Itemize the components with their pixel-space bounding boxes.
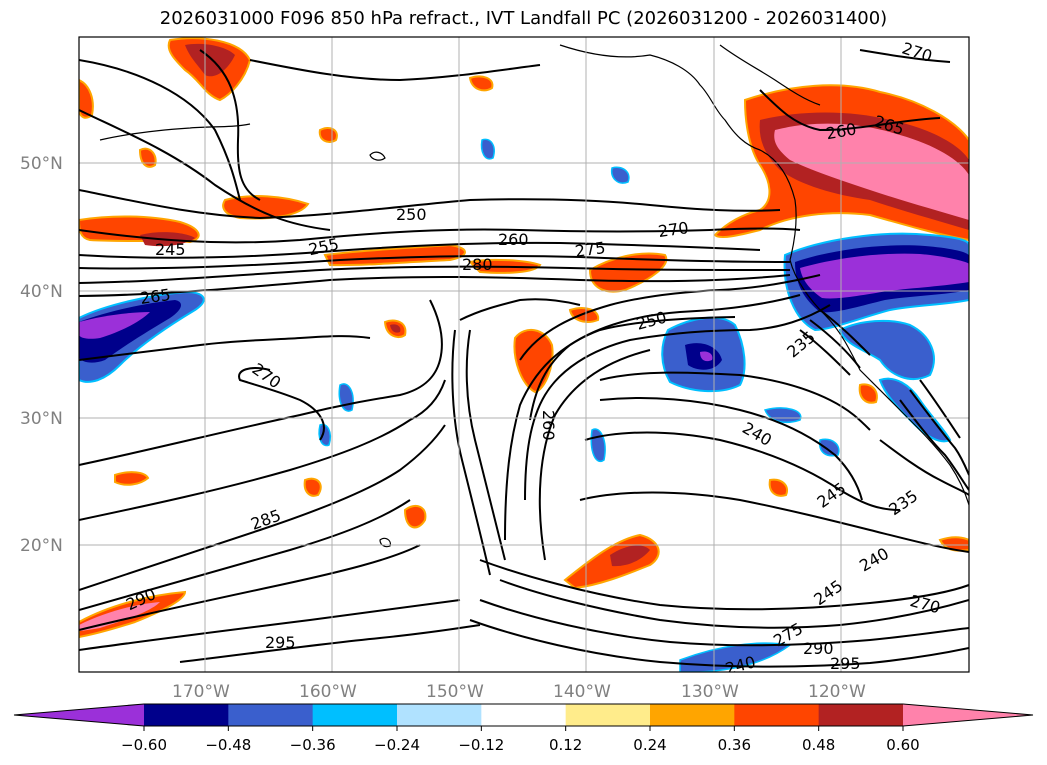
contour-label: 290 — [803, 639, 834, 658]
lat-axis-labels: 50°N 40°N 30°N 20°N — [20, 154, 63, 556]
colorbar-segment — [144, 704, 229, 726]
contour-lines — [79, 49, 969, 668]
lon-axis-labels: 170°W 160°W 150°W 140°W 130°W 120°W — [172, 682, 866, 702]
colorbar-segment — [481, 704, 567, 726]
colorbar-tick-label: 0.60 — [886, 736, 919, 754]
lat-label-30n: 30°N — [20, 409, 63, 429]
colorbar-tick-label: 0.24 — [633, 736, 666, 754]
lat-label-20n: 20°N — [20, 536, 63, 556]
contour-label: 260 — [498, 230, 529, 249]
contour-label: 295 — [830, 654, 861, 673]
colorbar-tick-label: −0.24 — [374, 736, 420, 754]
contour-label: 265 — [139, 285, 172, 308]
colorbar-tick-label: −0.12 — [458, 736, 504, 754]
colorbar-segment — [228, 704, 314, 726]
lon-label-160w: 160°W — [299, 682, 357, 702]
colorbar-segment — [565, 704, 651, 726]
colorbar-tick-label: 0.36 — [718, 736, 751, 754]
colorbar-tick-label: 0.12 — [549, 736, 582, 754]
lon-label-140w: 140°W — [553, 682, 611, 702]
colorbar-segment — [818, 704, 904, 726]
colorbar-tick-label: −0.60 — [121, 736, 167, 754]
contour-label: 295 — [265, 633, 296, 652]
lon-label-150w: 150°W — [426, 682, 484, 702]
colorbar-segment — [734, 704, 820, 726]
colorbar-tick-label: −0.36 — [290, 736, 336, 754]
contour-label: 280 — [462, 255, 493, 274]
colorbar-segment — [650, 704, 735, 726]
lon-label-120w: 120°W — [808, 682, 866, 702]
colorbar: −0.60 −0.48 −0.36 −0.24 −0.12 0.12 0.24 0.36 0.4… — [13, 703, 1034, 754]
colorbar-segment — [397, 704, 482, 726]
lon-label-130w: 130°W — [681, 682, 739, 702]
colorbar-extend-max — [903, 704, 1033, 726]
colorbar-tick-label: −0.48 — [205, 736, 251, 754]
lon-label-170w: 170°W — [172, 682, 230, 702]
colorbar-segment — [312, 704, 398, 726]
colorbar-tick-label: 0.48 — [802, 736, 835, 754]
map-frame — [78, 36, 970, 673]
colorbar-extend-min — [14, 704, 144, 726]
contour-label: 240 — [723, 652, 757, 678]
figure-title: 2026031000 F096 850 hPa refract., IVT La… — [159, 8, 888, 29]
contour-label: 245 — [155, 240, 186, 259]
contour-label: 250 — [396, 205, 427, 224]
map-layers: 270 260 265 250 255 245 260 275 270 280 … — [79, 37, 969, 678]
contour-label: 275 — [574, 238, 607, 261]
lat-label-50n: 50°N — [20, 154, 63, 174]
contour-label: 270 — [657, 218, 690, 241]
contour-label: 260 — [539, 410, 558, 441]
lat-label-40n: 40°N — [20, 282, 63, 302]
grid-lines — [79, 37, 969, 672]
